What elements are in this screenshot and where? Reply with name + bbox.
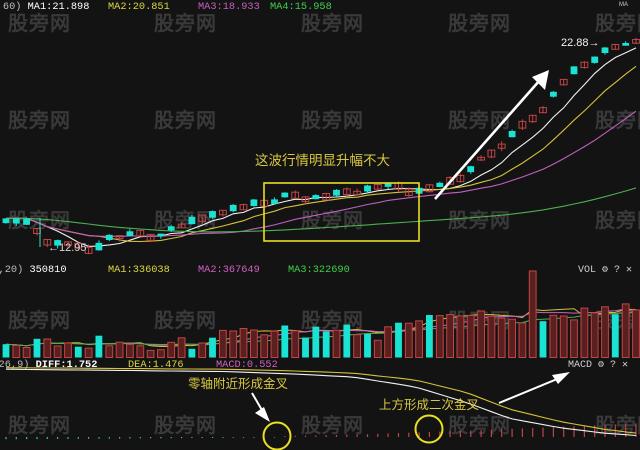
svg-text:零轴附近形成金叉: 零轴附近形成金叉 <box>188 376 289 391</box>
svg-text:←12.95: ←12.95 <box>48 242 87 254</box>
svg-text:上方形成二次金叉: 上方形成二次金叉 <box>379 397 480 412</box>
svg-text:22.88→: 22.88→ <box>561 37 600 49</box>
svg-text:这波行情明显升幅不大: 这波行情明显升幅不大 <box>255 152 390 168</box>
